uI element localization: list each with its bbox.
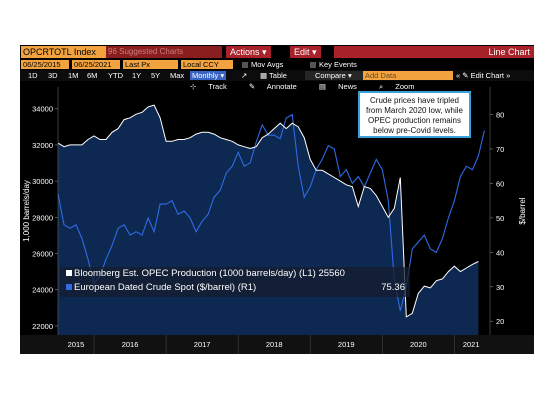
y-left-axis-label: 1,000 barrels/day — [22, 180, 31, 242]
annotate-tool[interactable]: ✎ Annotate — [249, 82, 307, 91]
table-button[interactable]: ▦ Table — [260, 71, 287, 80]
x-year-label-6: 2021 — [463, 340, 480, 349]
y-left-tick-label-3: 28000 — [32, 213, 53, 222]
crude-series-line — [57, 113, 485, 312]
y-left-tick-label-4: 30000 — [32, 177, 53, 186]
y-right-tick-label-3: 50 — [496, 214, 504, 223]
y-right-tick-label-6: 80 — [496, 111, 504, 120]
news-label: News — [338, 82, 357, 91]
legend-entry-production: Bloomberg Est. OPEC Production (1000 bar… — [60, 267, 410, 281]
x-year-label-0: 2015 — [68, 340, 85, 349]
top-toolbar: OPCRTOTL Index 96 Suggested Charts Actio… — [20, 45, 534, 59]
chevron-down-icon: ▾ — [347, 71, 352, 80]
y-left-tick-label-2: 26000 — [32, 250, 53, 259]
range-6m[interactable]: 6M — [87, 71, 98, 80]
checkbox-icon — [310, 61, 316, 68]
x-year-label-1: 2016 — [122, 340, 139, 349]
zoom-tool[interactable]: ⌕ Zoom — [379, 82, 424, 91]
chevron-down-icon: ▾ — [312, 47, 317, 57]
y-left-tick-label-6: 34000 — [32, 105, 53, 114]
currency-select[interactable]: Local CCY — [181, 60, 233, 69]
gear-icon[interactable]: ✎ — [462, 71, 469, 80]
legend-swatch-blue — [66, 284, 72, 290]
table-label: Table — [269, 71, 287, 80]
legend-swatch-white — [66, 270, 72, 276]
end-date-field[interactable]: 06/25/2021 — [72, 60, 120, 69]
add-data-input[interactable]: Add Data — [363, 71, 453, 80]
chart-annotation: Crude prices have tripled from March 202… — [358, 91, 471, 138]
y-right-tick-label-2: 40 — [496, 248, 504, 257]
chevron-down-icon: ▾ — [262, 47, 267, 57]
x-year-label-2: 2017 — [194, 340, 211, 349]
view-title: Line Chart — [334, 46, 534, 58]
y-right-tick-label-4: 60 — [496, 179, 504, 188]
compare-label: Compare — [315, 71, 346, 80]
legend-value-production: 25560 — [318, 268, 345, 279]
track-label: Track — [208, 82, 227, 91]
range-1y[interactable]: 1Y — [132, 71, 142, 80]
zoom-label: Zoom — [395, 82, 415, 91]
edit-chart-button[interactable]: Edit Chart — [470, 71, 505, 80]
suggested-charts-button[interactable]: 96 Suggested Charts — [106, 46, 222, 58]
range-1d[interactable]: 1D — [28, 71, 38, 80]
track-tool[interactable]: ⊹ Track — [190, 82, 237, 91]
legend-name-crude: European Dated Crude Spot ($/barrel) (R1… — [74, 282, 257, 293]
bloomberg-terminal: OPCRTOTL Index 96 Suggested Charts Actio… — [20, 45, 534, 354]
x-year-label-3: 2018 — [266, 340, 283, 349]
frequency-label: Monthly — [192, 71, 219, 80]
y-right-axis-label: $/barrel — [518, 197, 527, 224]
chart-tools: ⊹ Track ✎ Annotate ▤ News ⌕ Zoom — [190, 82, 434, 92]
production-series-line — [57, 104, 479, 318]
table-icon: ▦ — [260, 71, 268, 80]
x-year-label-4: 2019 — [338, 340, 355, 349]
range-5y[interactable]: 5Y — [151, 71, 161, 80]
price-field-select[interactable]: Last Px — [123, 60, 178, 69]
range-3d[interactable]: 3D — [48, 71, 58, 80]
collapse-icon[interactable]: « — [456, 71, 461, 80]
expand-icon[interactable]: » — [506, 71, 511, 80]
pencil-icon: ✎ — [248, 82, 256, 91]
crosshair-icon: ⊹ — [190, 82, 197, 91]
actions-menu-label: Actions — [230, 47, 260, 57]
range-max[interactable]: Max — [170, 71, 185, 80]
legend-value-crude: 75.36 — [381, 282, 405, 293]
ticker-field[interactable]: OPCRTOTL Index — [21, 46, 106, 58]
mov-avgs-toggle[interactable]: Mov Avgs — [242, 60, 283, 69]
x-axis-band — [20, 335, 534, 354]
y-left-tick-label-1: 24000 — [32, 286, 53, 295]
legend-entry-crude: European Dated Crude Spot ($/barrel) (R1… — [60, 281, 410, 295]
start-date-field[interactable]: 06/25/2015 — [21, 60, 69, 69]
chart-type-icon[interactable]: ↗ — [241, 71, 248, 80]
range-ytd[interactable]: YTD — [108, 71, 123, 80]
range-1m[interactable]: 1M — [68, 71, 79, 80]
range-toolbar: 1D 3D 1M 6M YTD 1Y 5Y Max Monthly ▾ ↗ ▦ … — [20, 70, 534, 81]
compare-select[interactable]: Compare ▾ — [305, 71, 363, 80]
checkbox-icon — [242, 61, 248, 68]
edit-menu-label: Edit — [294, 47, 310, 57]
y-left-tick-label-0: 22000 — [32, 322, 53, 331]
chart-nav: « ✎ Edit Chart » — [456, 71, 510, 80]
key-events-label: Key Events — [319, 60, 357, 69]
legend-name-production: Bloomberg Est. OPEC Production (1000 bar… — [74, 268, 316, 279]
news-icon: ▤ — [318, 82, 327, 91]
y-right-tick-label-5: 70 — [496, 145, 504, 154]
annotate-label: Annotate — [266, 82, 297, 91]
key-events-toggle[interactable]: Key Events — [310, 60, 357, 69]
mov-avgs-label: Mov Avgs — [251, 60, 284, 69]
frequency-select[interactable]: Monthly ▾ — [190, 71, 227, 80]
x-year-label-5: 2020 — [410, 340, 427, 349]
news-tool[interactable]: ▤ News — [319, 82, 367, 91]
y-right-tick-label-0: 20 — [496, 317, 504, 326]
chart-legend: Bloomberg Est. OPEC Production (1000 bar… — [60, 267, 410, 297]
chevron-down-icon: ▾ — [220, 71, 225, 80]
settings-toolbar: 06/25/2015 06/25/2021 Last Px Local CCY … — [20, 59, 534, 70]
edit-menu[interactable]: Edit ▾ — [290, 46, 321, 58]
actions-menu[interactable]: Actions ▾ — [226, 46, 271, 58]
magnifier-icon: ⌕ — [378, 82, 384, 91]
y-left-tick-label-5: 32000 — [32, 141, 53, 150]
y-right-tick-label-1: 30 — [496, 283, 504, 292]
